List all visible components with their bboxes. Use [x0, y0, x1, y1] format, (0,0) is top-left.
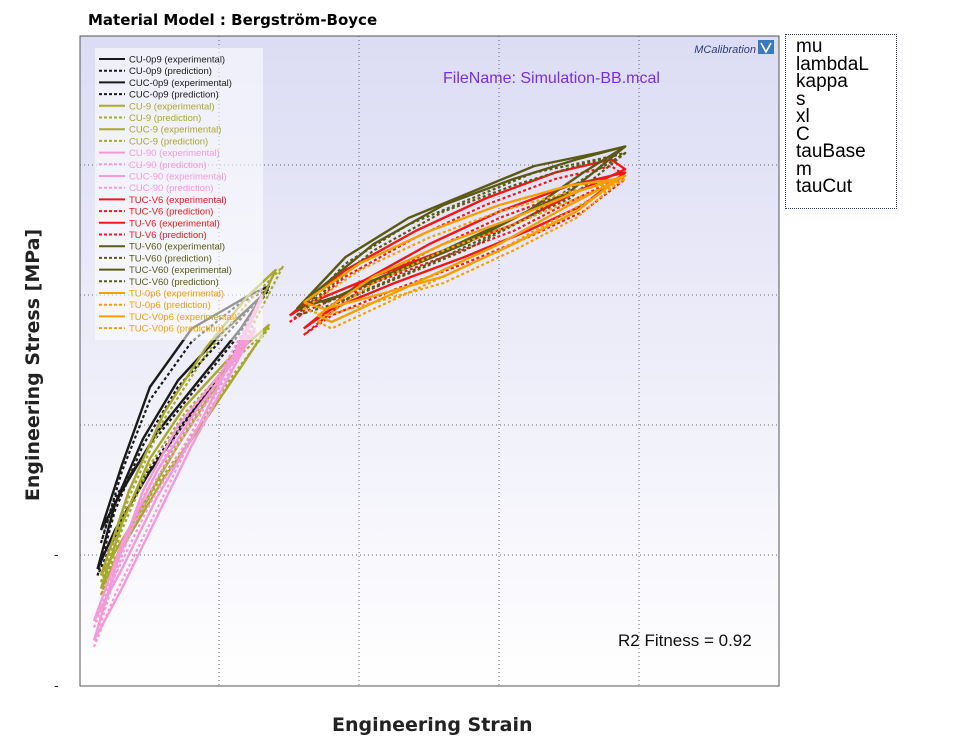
series-line-24: [317, 177, 627, 330]
legend-label: TUC-V0p6 (prediction): [129, 324, 224, 335]
legend-label: TU-0p6 (experimental): [129, 289, 224, 300]
legend-label: TU-0p6 (prediction): [129, 300, 211, 311]
parameter-item: C: [796, 123, 810, 145]
legend-label: TUC-V60 (prediction): [129, 277, 219, 288]
legend-label: CU-9 (experimental): [129, 101, 215, 112]
legend-label: TU-V6 (experimental): [129, 218, 220, 229]
legend-box: [95, 48, 263, 340]
parameter-item: s: [796, 88, 806, 110]
legend-label: TUC-V60 (experimental): [129, 265, 232, 276]
legend-label: CUC-90 (prediction): [129, 183, 213, 194]
parameter-item: tauCut: [796, 176, 852, 197]
series-line-7: [99, 268, 277, 577]
legend-label: TU-V60 (prediction): [129, 253, 212, 264]
legend-label: TUC-V0p6 (experimental): [129, 312, 237, 323]
series-line-21: [303, 177, 620, 311]
y-axis-label: Engineering Stress [MPa]: [22, 228, 44, 502]
series-line-2: [99, 288, 270, 544]
legend-label: CU-90 (experimental): [129, 148, 220, 159]
r2-fitness-annotation: R2 Fitness = 0.92: [618, 631, 752, 650]
legend-label: CU-0p9 (prediction): [129, 66, 212, 77]
brand-logo-mark: [760, 42, 772, 54]
legend-label: CUC-9 (experimental): [129, 125, 221, 136]
series-line-5: [99, 324, 270, 590]
legend-label: CU-0p9 (experimental): [129, 55, 225, 66]
legend-label: TU-V60 (experimental): [129, 242, 225, 253]
y-tick-label: -: [54, 548, 59, 563]
legend-label: TU-V6 (prediction): [129, 230, 207, 241]
parameter-item: tauBase: [796, 141, 866, 162]
brand-logo-text: MCalibration: [694, 44, 756, 56]
legend-label: CUC-90 (experimental): [129, 172, 227, 183]
legend-label: CUC-0p9 (prediction): [129, 90, 219, 101]
x-axis-label: Engineering Strain: [332, 714, 533, 736]
brand-logo: MCalibration: [694, 40, 774, 56]
legend-label: CU-9 (prediction): [129, 113, 201, 124]
legend-label: CUC-0p9 (experimental): [129, 78, 232, 89]
legend-label: CU-90 (prediction): [129, 160, 207, 171]
legend-label: TUC-V6 (experimental): [129, 195, 227, 206]
chart-title: Material Model : Bergström-Boyce: [88, 11, 378, 29]
parameter-item: m: [796, 158, 812, 180]
y-ticks: --: [54, 548, 59, 694]
legend-label: CUC-9 (prediction): [129, 136, 208, 147]
parameter-item: kappa: [796, 71, 848, 92]
parameter-item: lambdaL: [796, 53, 869, 75]
filename-annotation: FileName: Simulation-BB.mcal: [443, 70, 660, 87]
legend: CU-0p9 (experimental)CU-0p9 (prediction)…: [95, 48, 263, 340]
legend-label: TUC-V6 (prediction): [129, 207, 213, 218]
y-tick-label: -: [54, 679, 59, 694]
parameter-item: mu: [796, 36, 823, 57]
series-line-22: [303, 181, 620, 317]
parameter-item: xl: [796, 106, 810, 127]
